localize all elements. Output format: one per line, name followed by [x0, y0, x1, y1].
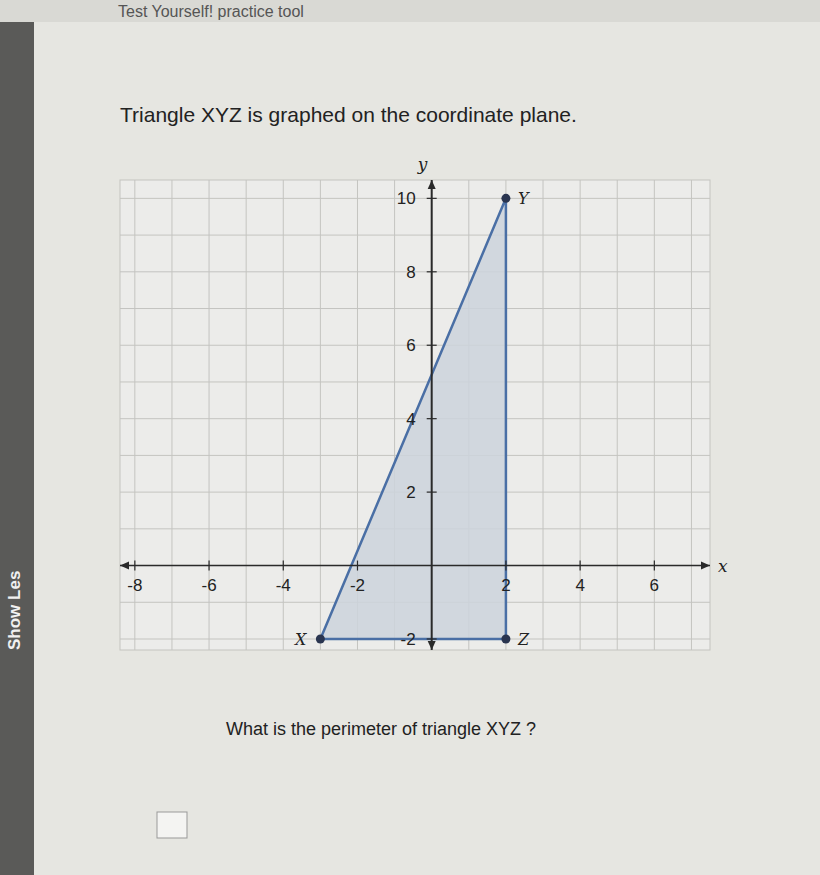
vertex-label: Y [518, 189, 530, 208]
arrow [428, 180, 436, 189]
y-tick [427, 345, 437, 346]
x-tick [580, 561, 581, 571]
x-tick-label: -6 [201, 576, 216, 595]
x-tick [134, 561, 135, 571]
vertex-label: Z [517, 630, 530, 649]
y-tick-label: 10 [397, 189, 416, 208]
x-tick-label: -4 [276, 576, 291, 595]
y-tick [427, 492, 437, 493]
plot-frame [120, 180, 710, 650]
y-tick-label: 6 [406, 336, 415, 355]
grid-line-x [617, 180, 618, 650]
plot-area [120, 180, 710, 650]
prompt: Triangle XYZ is graphed on the coordinat… [120, 103, 577, 126]
vertex [316, 634, 325, 643]
x-tick-label: -8 [127, 576, 142, 595]
grid-line-y [120, 381, 710, 382]
answer-box[interactable] [157, 812, 187, 838]
background [0, 0, 820, 875]
x-tick [357, 561, 358, 571]
grid-line-x [320, 180, 321, 650]
header-title: Test Yourself! practice tool [118, 3, 304, 20]
grid-line-x [691, 180, 692, 650]
y-tick-label: 2 [406, 483, 415, 502]
x-tick-label: -2 [350, 576, 365, 595]
grid-line-x [246, 180, 247, 650]
arrow [428, 641, 436, 650]
y-axis-label: y [417, 154, 428, 174]
vertex [501, 194, 510, 203]
marks [320, 198, 506, 639]
grid-line-x [171, 180, 172, 650]
grid-line-x [431, 180, 432, 650]
x-tick [505, 561, 506, 571]
x-axis-label: x [718, 556, 728, 576]
x-tick [283, 561, 284, 571]
grid-line-x [543, 180, 544, 650]
coordinate-plane [120, 180, 710, 650]
side-tab: Show Les [5, 571, 24, 650]
arrow [120, 562, 129, 570]
y-tick-label: 4 [406, 410, 415, 429]
y-tick [427, 198, 437, 199]
side-strip [0, 0, 34, 875]
y-tick [427, 271, 437, 272]
vertex [501, 634, 510, 643]
vertex-label: X [293, 630, 307, 649]
x-tick [208, 561, 209, 571]
page: Test Yourself! practice tool Show Les Tria… [0, 0, 820, 875]
x-tick-label: 4 [575, 576, 584, 595]
arrow [701, 562, 710, 570]
x-tick-label: 2 [501, 576, 510, 595]
grid-line-y [120, 308, 710, 309]
triangle [320, 198, 506, 639]
y-tick [427, 418, 437, 419]
y-tick-label: 8 [406, 263, 415, 282]
grid-line-y [120, 235, 710, 236]
x-tick [654, 561, 655, 571]
top-bar [0, 0, 820, 22]
question: What is the perimeter of triangle XYZ ? [226, 719, 536, 739]
x-tick-label: 6 [650, 576, 659, 595]
y-tick-label: -2 [401, 630, 416, 649]
y-axis [431, 180, 433, 650]
y-tick [427, 638, 437, 639]
